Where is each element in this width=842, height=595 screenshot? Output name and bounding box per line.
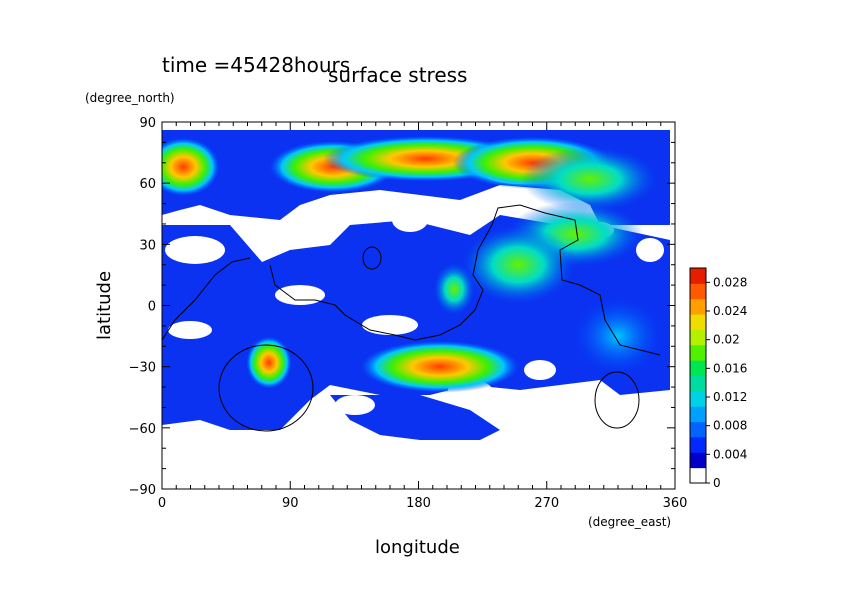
y-unit: (degree_north) bbox=[85, 91, 175, 105]
time-label: time =45428hours bbox=[162, 53, 350, 77]
colorbar-segment bbox=[690, 329, 706, 346]
colorbar-tick-label: 0.016 bbox=[713, 361, 747, 375]
field-hole bbox=[168, 321, 212, 339]
colorbar-tick-label: 0 bbox=[713, 476, 721, 490]
stress-hotspot bbox=[461, 225, 576, 304]
field-hole bbox=[362, 315, 418, 335]
colorbar-frame bbox=[689, 267, 707, 484]
x-tick-label: 90 bbox=[282, 496, 299, 511]
colorbar-tick-label: 0.024 bbox=[713, 304, 747, 318]
colorbar-segment bbox=[690, 452, 706, 469]
y-tick-label: −30 bbox=[129, 361, 156, 376]
coastlines bbox=[161, 204, 661, 432]
colorbar-segment bbox=[690, 283, 706, 300]
chart-title: surface stress bbox=[328, 63, 467, 87]
stress-hotspot bbox=[572, 296, 664, 376]
y-tick-label: −60 bbox=[129, 422, 156, 437]
x-tick-label: 180 bbox=[406, 496, 431, 511]
x-tick-label: 0 bbox=[158, 496, 166, 511]
colorbar-segment bbox=[690, 314, 706, 330]
coastline bbox=[218, 344, 314, 432]
y-tick-label: 30 bbox=[139, 238, 156, 253]
colorbar-segment bbox=[690, 268, 706, 284]
coastline bbox=[491, 204, 661, 356]
colorbar-tick-label: 0.028 bbox=[713, 275, 747, 289]
field-hole bbox=[165, 236, 225, 264]
stress-field bbox=[162, 122, 675, 489]
y-tick-label: 0 bbox=[148, 300, 156, 315]
y-tick-label: 90 bbox=[139, 116, 156, 131]
stress-hotspot bbox=[521, 146, 658, 212]
colorbar-segment bbox=[690, 436, 706, 453]
colorbar-tick-label: 0.004 bbox=[713, 447, 747, 461]
field-hole bbox=[636, 238, 664, 262]
x-axis-label: longitude bbox=[375, 537, 460, 558]
stress-hotspot bbox=[360, 340, 520, 393]
colorbar-segment bbox=[690, 390, 706, 407]
field-hole bbox=[524, 360, 556, 380]
coastline bbox=[594, 371, 640, 429]
field-hole bbox=[298, 205, 342, 235]
stress-hotspot bbox=[246, 336, 292, 389]
y-tick-label: 60 bbox=[139, 177, 156, 192]
coastline bbox=[269, 224, 493, 341]
coastline bbox=[362, 246, 382, 270]
colorbar-segment bbox=[690, 298, 706, 315]
colorbar-segment bbox=[690, 421, 706, 438]
coastline bbox=[161, 257, 251, 341]
y-axis-label: latitude bbox=[94, 271, 115, 340]
colorbar-segment bbox=[690, 375, 706, 392]
colorbar-segment bbox=[690, 360, 706, 376]
field-hole bbox=[275, 285, 325, 305]
colorbar-segment bbox=[690, 344, 706, 361]
stress-hotspot bbox=[162, 137, 220, 197]
x-unit: (degree_east) bbox=[588, 515, 671, 529]
x-tick-label: 360 bbox=[663, 496, 688, 511]
colorbar-segment bbox=[690, 467, 706, 484]
field-hole bbox=[335, 395, 375, 415]
y-tick-label: −90 bbox=[129, 483, 156, 498]
field-hole bbox=[392, 208, 428, 232]
axis-ticks: 0 90 180 270 360 −90 −60 −30 0 30 60 90 bbox=[129, 116, 688, 511]
x-tick-label: 270 bbox=[534, 496, 559, 511]
colorbar: 0 0.004 0.008 0.012 0.016 0.02 0.024 0.028 bbox=[689, 267, 747, 490]
colorbar-tick-label: 0.008 bbox=[713, 419, 747, 433]
colorbar-tick-label: 0.012 bbox=[713, 390, 747, 404]
colorbar-tick-label: 0.02 bbox=[713, 333, 740, 347]
hotspots bbox=[162, 135, 664, 393]
colorbar-segment bbox=[690, 406, 706, 423]
